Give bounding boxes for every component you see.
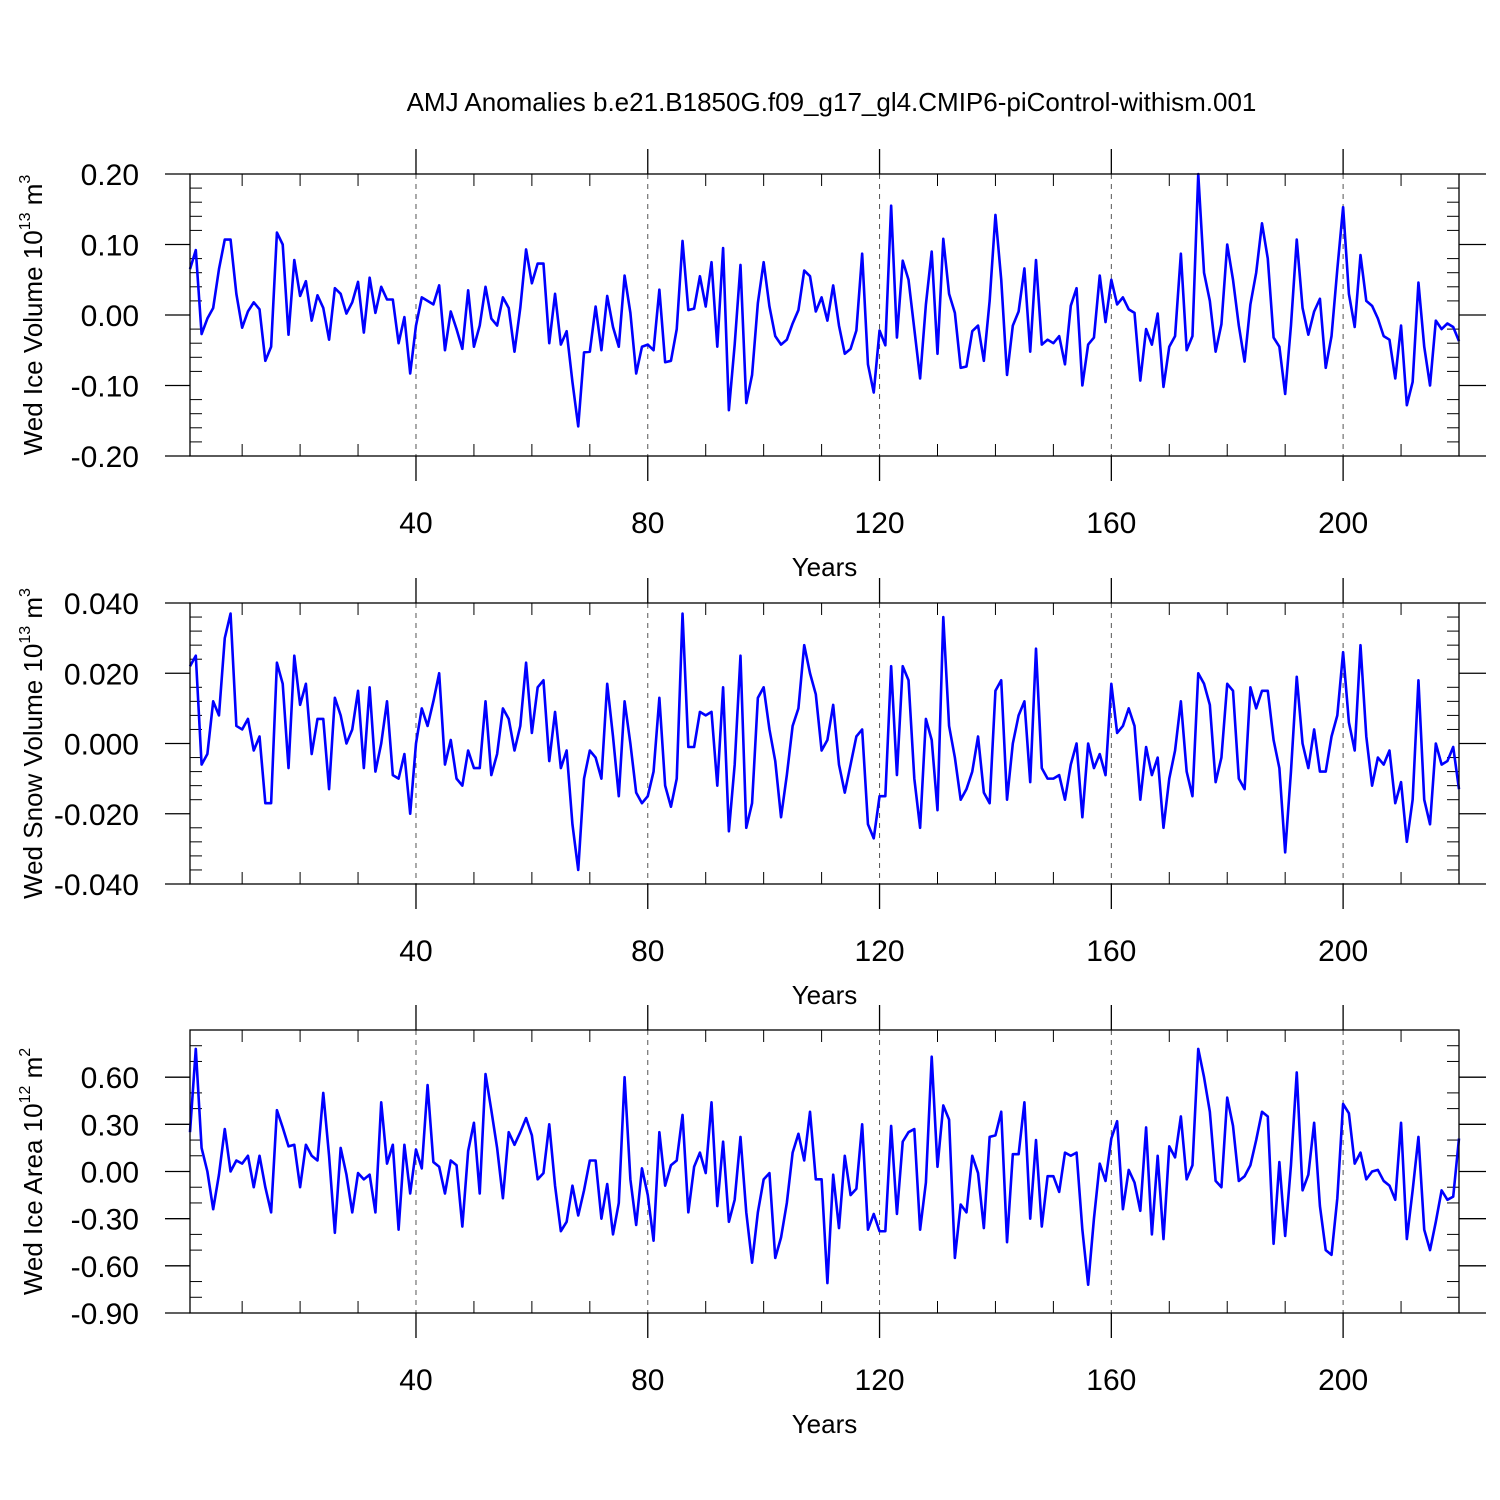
y-axis-label-exponent: 2 (17, 1048, 34, 1057)
x-tick-label: 200 (1318, 1364, 1368, 1397)
plot-frame (189, 173, 1460, 457)
plot-frame (189, 1029, 1460, 1314)
y-tick-label: 0.00 (81, 300, 139, 333)
x-tick-label: 120 (855, 935, 905, 968)
y-tick-label: -0.20 (71, 441, 139, 474)
y-axis-label: Wed Ice Area 1012 m2 (17, 1048, 48, 1295)
y-tick-label: 0.10 (81, 230, 139, 263)
y-axis-label: Wed Ice Volume 1013 m3 (17, 175, 48, 456)
y-tick-label: 0.040 (64, 588, 139, 621)
x-tick-label: 200 (1318, 507, 1368, 540)
y-axis-label-exponent: 13 (17, 212, 34, 230)
y-tick-label: 0.60 (81, 1062, 139, 1095)
x-axis-label: Years (792, 552, 858, 582)
y-tick-label: 0.00 (81, 1157, 139, 1190)
y-axis-label: Wed Snow Volume 1013 m3 (17, 588, 48, 899)
y-axis-label-part: Wed Ice Volume 10 (18, 230, 48, 455)
x-tick-label: 80 (631, 507, 664, 540)
y-tick-label: 0.20 (81, 159, 139, 192)
x-tick-label: 120 (855, 1364, 905, 1397)
plot-frame (189, 602, 1460, 885)
y-tick-label: 0.30 (81, 1109, 139, 1142)
x-tick-label: 200 (1318, 935, 1368, 968)
y-tick-label: -0.10 (71, 371, 139, 404)
y-tick-label: -0.040 (54, 869, 139, 902)
data-line (188, 1047, 1461, 1286)
x-axis-label: Years (792, 1409, 858, 1439)
x-tick-label: 120 (855, 507, 905, 540)
y-tick-label: -0.60 (71, 1251, 139, 1284)
y-axis-label-exponent: 3 (17, 175, 34, 184)
chart-title: AMJ Anomalies b.e21.B1850G.f09_g17_gl4.C… (407, 87, 1257, 117)
x-tick-label: 40 (399, 507, 432, 540)
x-tick-label: 40 (399, 935, 432, 968)
x-tick-label: 160 (1086, 507, 1136, 540)
x-axis-label: Years (792, 980, 858, 1010)
y-axis-label-part: m (18, 184, 48, 213)
y-axis-label-part: m (18, 1057, 48, 1086)
x-tick-label: 80 (631, 935, 664, 968)
x-tick-label: 160 (1086, 935, 1136, 968)
x-tick-label: 160 (1086, 1364, 1136, 1397)
x-tick-label: 80 (631, 1364, 664, 1397)
y-axis-label-exponent: 13 (17, 626, 34, 644)
x-tick-label: 40 (399, 1364, 432, 1397)
y-tick-label: 0.000 (64, 729, 139, 762)
y-tick-label: -0.30 (71, 1204, 139, 1237)
y-tick-label: -0.90 (71, 1298, 139, 1331)
y-tick-label: 0.020 (64, 658, 139, 691)
y-axis-label-part: Wed Ice Area 10 (18, 1103, 48, 1295)
y-axis-label-exponent: 12 (17, 1086, 34, 1104)
y-tick-label: -0.020 (54, 799, 139, 832)
data-line (188, 612, 1461, 872)
y-axis-label-part: Wed Snow Volume 10 (18, 644, 48, 899)
y-axis-label-exponent: 3 (17, 588, 34, 597)
data-line (188, 172, 1461, 428)
y-axis-label-part: m (18, 597, 48, 626)
